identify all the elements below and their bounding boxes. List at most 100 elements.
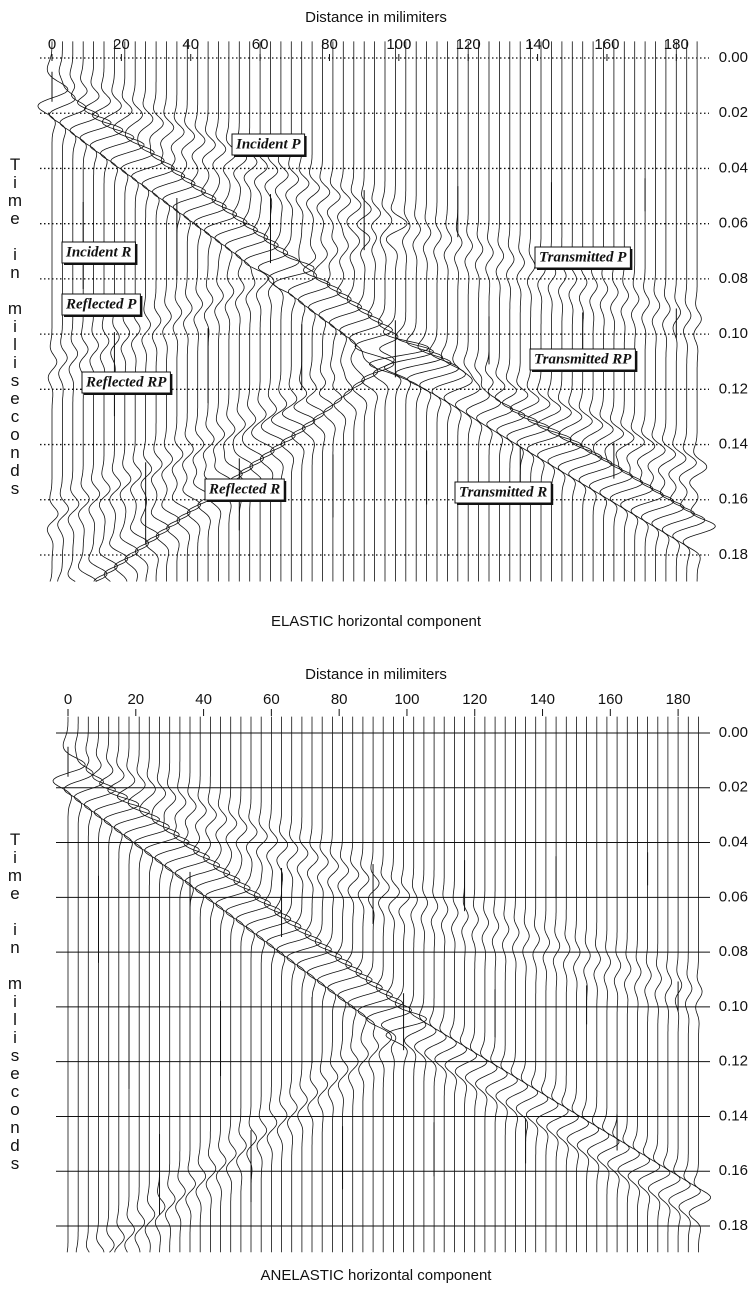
- trace: [245, 716, 281, 1253]
- trace: [589, 41, 623, 582]
- trace: [131, 41, 165, 582]
- annotation: Reflected RP: [85, 374, 167, 390]
- annotation-box: [61, 241, 136, 264]
- annotation: Incident R: [65, 244, 131, 260]
- trace: [464, 716, 488, 1253]
- trace: [678, 716, 701, 1253]
- annotation: Incident P: [235, 136, 301, 152]
- x-tick-label: 40: [195, 691, 212, 708]
- trace: [194, 716, 231, 1253]
- x-axis-label: ANELASTIC horizontal component: [261, 1267, 493, 1284]
- trace: [296, 716, 332, 1253]
- y-tick-label: 0.04: [719, 159, 748, 176]
- trace: [37, 41, 69, 582]
- annotation: Transmitted P: [539, 249, 627, 265]
- x-tick-label: 100: [386, 36, 411, 53]
- trace: [424, 716, 447, 1253]
- annotation-box: [454, 481, 552, 504]
- trace: [133, 716, 170, 1253]
- trace: [536, 716, 559, 1253]
- trace: [256, 716, 292, 1253]
- trace: [627, 716, 651, 1253]
- y-tick-label: 0.12: [719, 1053, 748, 1070]
- trace: [103, 716, 140, 1253]
- trace: [368, 41, 430, 582]
- y-tick-label: 0.08: [719, 270, 748, 287]
- trace: [640, 41, 675, 582]
- annotation-box: [61, 293, 141, 316]
- trace: [546, 716, 569, 1253]
- trace: [317, 716, 353, 1253]
- trace: [672, 41, 706, 582]
- annotation: Transmitted R: [459, 484, 547, 500]
- trace: [151, 41, 186, 582]
- trace: [328, 41, 362, 582]
- trace: [586, 716, 610, 1253]
- trace: [164, 716, 200, 1253]
- trace: [525, 716, 549, 1253]
- x-tick-label: 160: [598, 691, 623, 708]
- trace: [215, 716, 251, 1253]
- trace: [475, 716, 498, 1253]
- trace: [357, 716, 393, 1253]
- trace: [576, 716, 600, 1253]
- trace: [225, 716, 261, 1253]
- x-tick-label: 0: [64, 691, 72, 708]
- x-tick-label: 160: [594, 36, 619, 53]
- y-tick-label: 0.10: [719, 998, 748, 1015]
- trace: [273, 41, 315, 582]
- y-tick-label: 0.02: [719, 104, 748, 121]
- panel-anelastic: Distance in milimiters Time in milisecond…: [6, 666, 748, 1284]
- x-tick-label: 140: [525, 36, 550, 53]
- trace: [154, 716, 190, 1253]
- x-tick-label: 60: [263, 691, 280, 708]
- trace: [515, 716, 539, 1253]
- trace: [184, 716, 220, 1253]
- trace: [308, 41, 342, 582]
- trace: [547, 41, 583, 582]
- panel-elastic: Distance in milimiters Time in milisecond…: [6, 9, 748, 630]
- trace: [434, 716, 457, 1253]
- trace: [682, 41, 716, 582]
- trace: [174, 716, 210, 1253]
- annotation-box: [231, 133, 306, 156]
- trace: [568, 41, 603, 582]
- y-tick-label: 0.12: [719, 380, 748, 397]
- trace: [286, 716, 322, 1253]
- trace: [366, 716, 404, 1253]
- trace: [607, 716, 630, 1253]
- trace: [83, 716, 116, 1253]
- trace: [620, 41, 654, 582]
- trace: [287, 41, 317, 582]
- axis-title: Distance in milimiters: [305, 666, 447, 683]
- trace: [63, 716, 94, 1253]
- trace: [647, 716, 671, 1253]
- trace: [306, 716, 342, 1253]
- trace: [556, 716, 579, 1253]
- trace: [668, 716, 691, 1253]
- x-tick-label: 100: [394, 691, 419, 708]
- trace: [557, 41, 593, 582]
- trace: [505, 716, 529, 1253]
- y-tick-label: 0.18: [719, 1217, 748, 1234]
- trace: [162, 41, 196, 582]
- trace: [347, 716, 383, 1253]
- x-tick-label: 80: [331, 691, 348, 708]
- annotation-box: [81, 371, 171, 394]
- y-tick-label: 0.14: [719, 436, 748, 453]
- y-tick-label: 0.10: [719, 325, 748, 342]
- y-tick-label: 0.06: [719, 215, 748, 232]
- trace: [407, 41, 452, 582]
- trace: [123, 716, 160, 1253]
- trace: [431, 41, 466, 582]
- trace: [637, 716, 661, 1253]
- trace: [297, 41, 331, 582]
- x-tick-label: 80: [321, 36, 338, 53]
- x-tick-label: 20: [113, 36, 130, 53]
- trace: [113, 716, 150, 1253]
- trace: [93, 716, 128, 1253]
- trace: [658, 716, 681, 1253]
- trace: [630, 41, 664, 582]
- trace: [380, 716, 412, 1253]
- trace: [385, 716, 428, 1253]
